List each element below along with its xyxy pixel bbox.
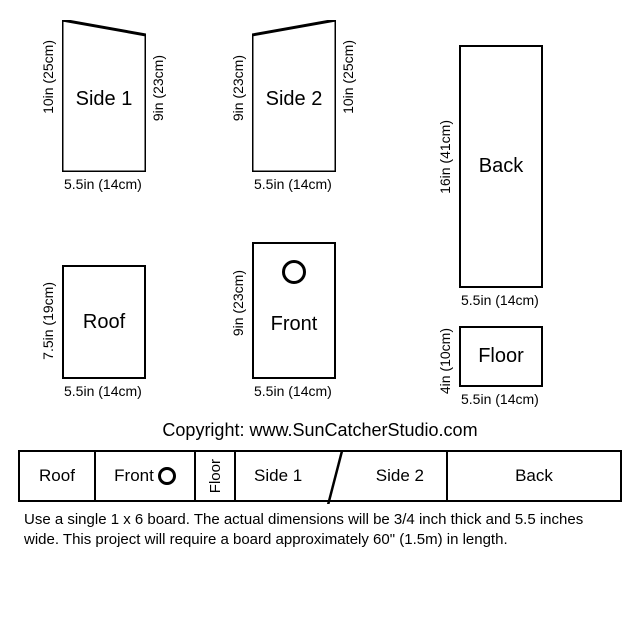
side2-dim-right: 10in (25cm): [340, 40, 356, 114]
side2-dim-bottom: 5.5in (14cm): [254, 176, 332, 192]
cut-front-hole-icon: [158, 467, 176, 485]
back-shape: Back: [459, 45, 543, 288]
back-dim-bottom: 5.5in (14cm): [461, 292, 539, 308]
back-label: Back: [479, 155, 523, 178]
side1-label: Side 1: [62, 88, 146, 111]
front-hole-icon: [282, 260, 306, 284]
cut-front: Front: [96, 452, 196, 500]
floor-shape: Floor: [459, 326, 543, 387]
cut-layout-bar: Roof Front Floor Side 1 Side 2 Back: [18, 450, 622, 502]
front-dim-left: 9in (23cm): [230, 270, 246, 336]
roof-dim-bottom: 5.5in (14cm): [64, 383, 142, 399]
side1-dim-left: 10in (25cm): [40, 40, 56, 114]
floor-dim-left: 4in (10cm): [437, 328, 453, 394]
note-text: Use a single 1 x 6 board. The actual dim…: [18, 510, 622, 549]
side2-label: Side 2: [252, 88, 336, 111]
cut-roof: Roof: [20, 452, 96, 500]
cut-floor: Floor: [196, 452, 236, 500]
front-dim-bottom: 5.5in (14cm): [254, 383, 332, 399]
front-label: Front: [271, 313, 318, 336]
cut-back: Back: [448, 452, 620, 500]
roof-dim-left: 7.5in (19cm): [40, 282, 56, 360]
floor-dim-bottom: 5.5in (14cm): [461, 391, 539, 407]
roof-label: Roof: [83, 311, 125, 334]
side1-dim-bottom: 5.5in (14cm): [64, 176, 142, 192]
floor-label: Floor: [478, 345, 524, 368]
roof-shape: Roof: [62, 265, 146, 379]
copyright-text: Copyright: www.SunCatcherStudio.com: [130, 420, 510, 441]
cut-sides: Side 1 Side 2: [236, 452, 448, 500]
side2-dim-left: 9in (23cm): [230, 55, 246, 121]
side1-dim-right: 9in (23cm): [150, 55, 166, 121]
back-dim-left: 16in (41cm): [437, 120, 453, 194]
